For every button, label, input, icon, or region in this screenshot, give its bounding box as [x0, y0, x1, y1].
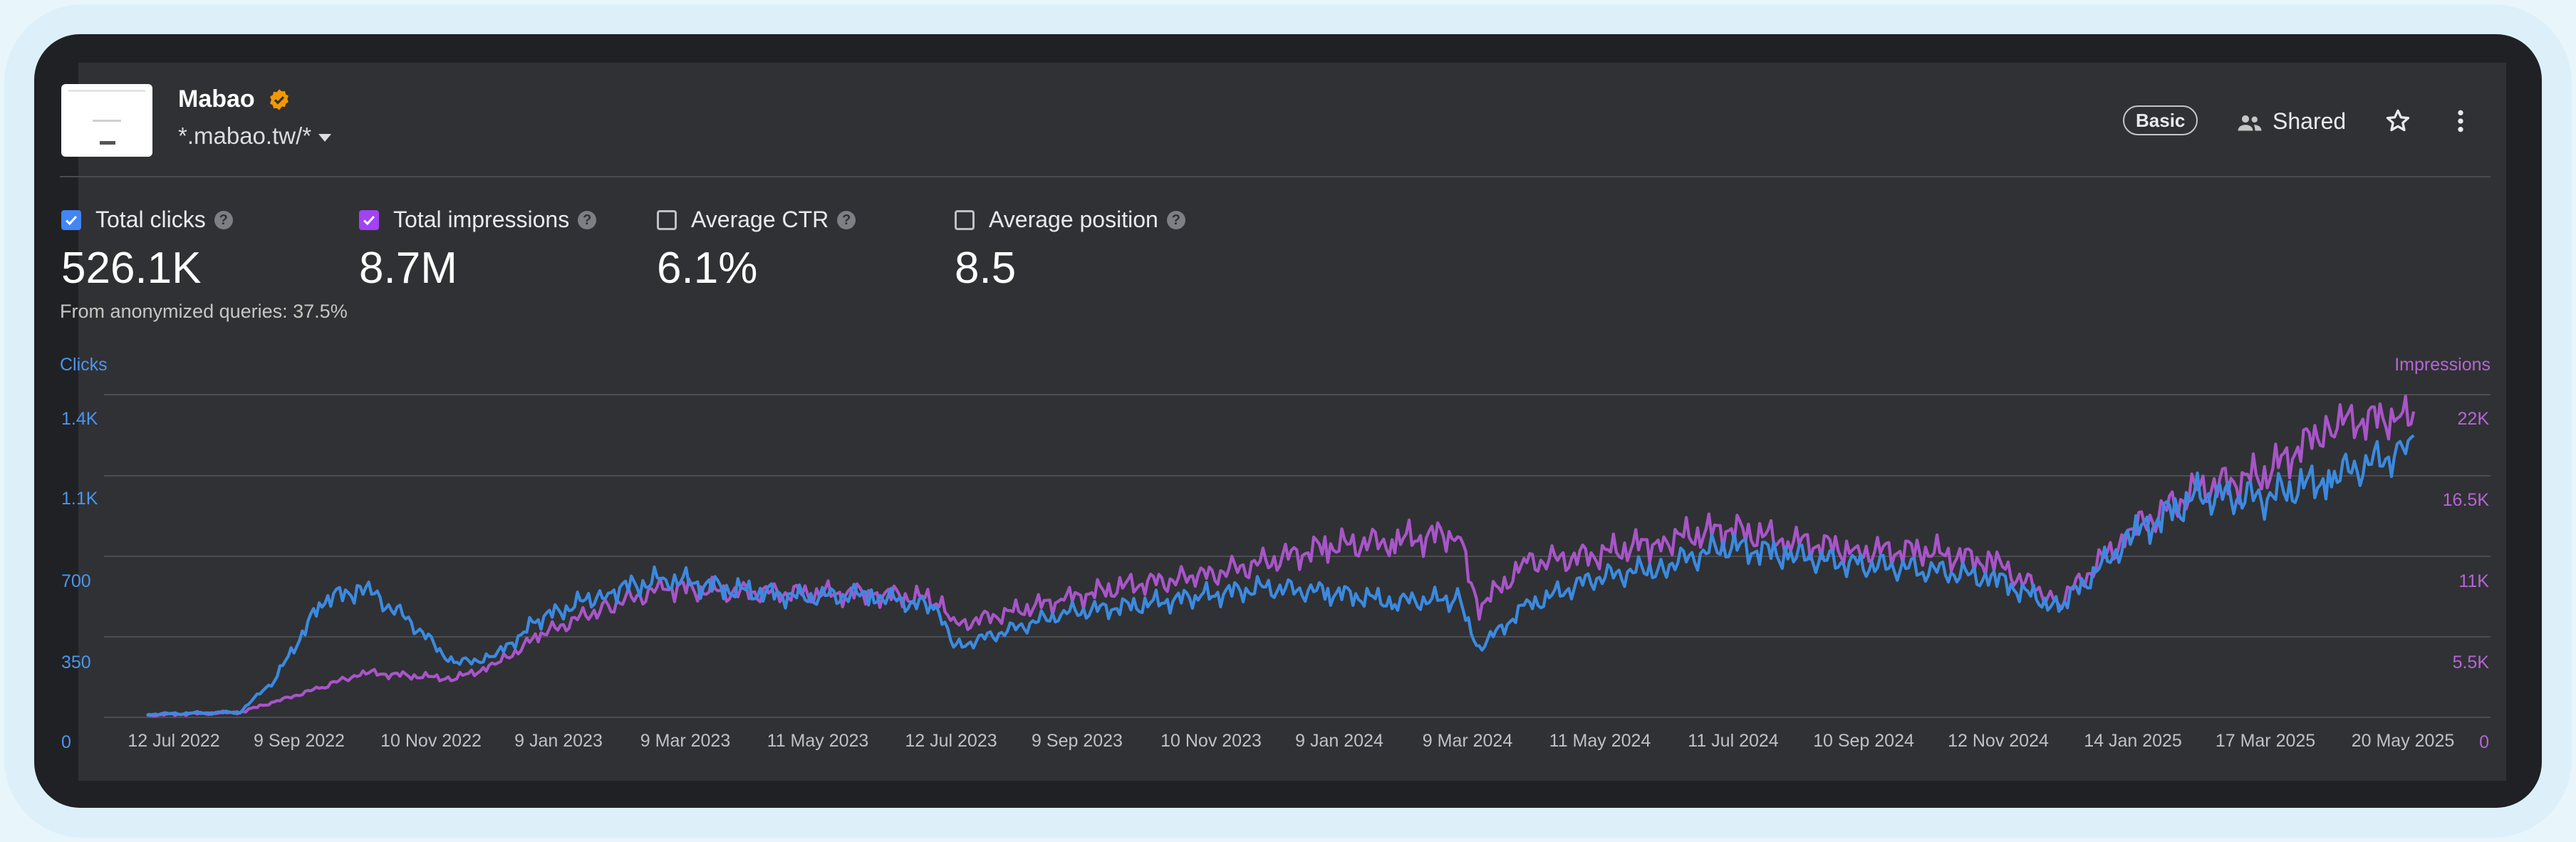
plan-badge: Basic	[2123, 105, 2198, 135]
x-tick-label: 17 Mar 2025	[2215, 731, 2316, 751]
metric-value: 526.1K	[61, 244, 202, 293]
checkbox-checked[interactable]	[61, 209, 81, 230]
verified-badge-icon	[270, 89, 289, 110]
baseline	[104, 717, 2491, 718]
x-tick-label: 10 Sep 2024	[1813, 731, 1914, 751]
help-circle-icon[interactable]: ?	[1166, 210, 1185, 229]
left-tick-label: 700	[61, 571, 91, 591]
x-tick-label: 9 Jan 2023	[514, 731, 603, 751]
clicks-series-line[interactable]	[146, 434, 2415, 717]
impressions-series-line[interactable]	[146, 395, 2416, 718]
more-vertical-icon[interactable]	[2446, 107, 2475, 135]
left-axis-title: Clicks	[60, 355, 108, 375]
left-tick-label: 1.1K	[61, 489, 98, 509]
site-thumbnail[interactable]	[61, 84, 152, 157]
x-tick-label: 9 Sep 2022	[254, 731, 345, 751]
window-frame	[34, 34, 2542, 808]
site-name: Mabao	[178, 85, 255, 113]
x-tick-label: 11 May 2024	[1549, 731, 1651, 751]
metric-label: Average CTR	[691, 207, 829, 232]
property-selector[interactable]: *.mabao.tw/*	[178, 123, 332, 150]
right-tick-label: 0	[2479, 732, 2489, 752]
metric-label: Total impressions	[393, 207, 570, 232]
anonymized-queries-note: From anonymized queries: 37.5%	[60, 301, 348, 322]
gridline	[104, 475, 2491, 477]
right-tick-label: 5.5K	[2452, 653, 2489, 672]
x-tick-label: 12 Jul 2023	[905, 731, 997, 751]
x-tick-label: 10 Nov 2022	[380, 731, 482, 751]
metric-value: 6.1%	[657, 244, 758, 293]
x-tick-label: 9 Sep 2023	[1032, 731, 1123, 751]
metric-value: 8.5	[955, 244, 1017, 293]
metric-label: Average position	[989, 207, 1158, 232]
metric-average-position[interactable]: Average position ? 8.5	[955, 207, 1185, 293]
metric-total-impressions[interactable]: Total impressions ? 8.7M	[359, 207, 597, 293]
left-tick-label: 350	[61, 653, 91, 672]
x-tick-label: 9 Mar 2024	[1422, 731, 1513, 751]
gridline	[104, 636, 2491, 638]
shared-button[interactable]: Shared	[2237, 105, 2346, 137]
checkbox-unchecked[interactable]	[657, 209, 677, 230]
help-circle-icon[interactable]: ?	[837, 210, 856, 229]
star-outline-icon[interactable]	[2384, 107, 2412, 135]
right-tick-label: 16.5K	[2442, 490, 2489, 510]
help-circle-icon[interactable]: ?	[214, 210, 233, 229]
metric-value: 8.7M	[359, 244, 457, 293]
metric-total-clicks[interactable]: Total clicks ? 526.1K	[61, 207, 233, 293]
x-tick-label: 9 Jan 2024	[1295, 731, 1383, 751]
header-divider	[60, 176, 2491, 177]
metric-average-ctr[interactable]: Average CTR ? 6.1%	[657, 207, 856, 293]
checkbox-checked[interactable]	[359, 209, 379, 230]
gridline	[104, 394, 2491, 395]
right-tick-label: 22K	[2457, 409, 2489, 429]
x-tick-label: 12 Nov 2024	[1948, 731, 2049, 751]
x-tick-label: 20 May 2025	[2351, 731, 2455, 751]
left-tick-label: 0	[61, 732, 71, 752]
checkbox-unchecked[interactable]	[955, 209, 975, 230]
x-tick-label: 9 Mar 2023	[640, 731, 731, 751]
people-icon	[2238, 115, 2262, 131]
help-circle-icon[interactable]: ?	[578, 210, 597, 229]
x-tick-label: 10 Nov 2023	[1160, 731, 1262, 751]
x-tick-label: 11 Jul 2024	[1688, 731, 1779, 751]
right-axis-title: Impressions	[2394, 355, 2491, 375]
x-tick-label: 14 Jan 2025	[2084, 731, 2182, 751]
metric-label: Total clicks	[95, 207, 206, 232]
shared-label: Shared	[2273, 108, 2347, 134]
x-tick-label: 12 Jul 2022	[128, 731, 220, 751]
caret-down-icon	[318, 133, 332, 142]
property-domain: *.mabao.tw/*	[178, 123, 312, 149]
x-tick-label: 11 May 2023	[767, 731, 869, 751]
right-tick-label: 11K	[2458, 571, 2489, 591]
left-tick-label: 1.4K	[61, 409, 98, 429]
